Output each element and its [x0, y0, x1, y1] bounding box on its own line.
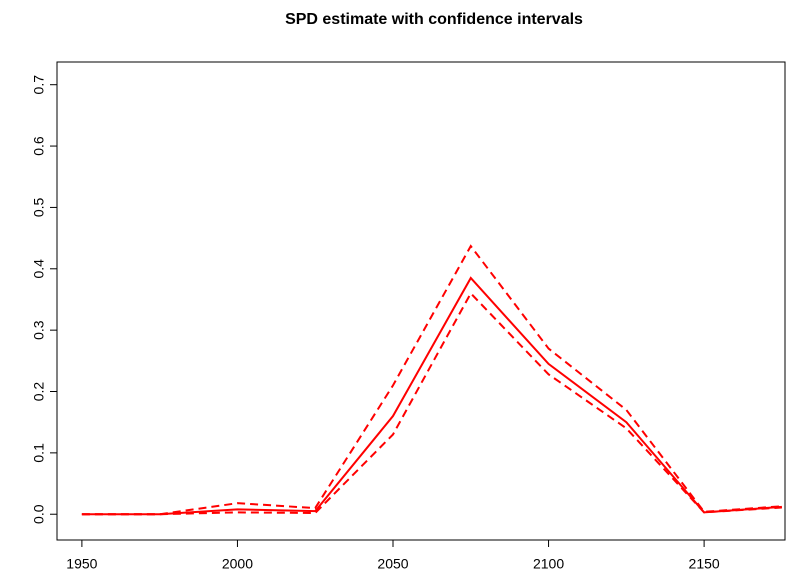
x-tick-label: 2150 — [689, 556, 720, 572]
y-tick-label: 0.4 — [31, 259, 47, 279]
y-tick-label: 0.5 — [31, 197, 47, 217]
y-tick-label: 0.7 — [31, 75, 47, 95]
chart-title: SPD estimate with confidence intervals — [285, 11, 583, 28]
series-line — [81, 276, 782, 516]
x-tick-label: 1950 — [66, 556, 97, 572]
x-tick-label: 2050 — [377, 556, 408, 572]
y-tick-label: 0.2 — [31, 382, 47, 402]
y-tick-label: 0.3 — [31, 320, 47, 340]
x-tick-label: 2000 — [222, 556, 253, 572]
y-tick-label: 0.0 — [31, 504, 47, 524]
y-tick-label: 0.6 — [31, 136, 47, 156]
series-line — [81, 244, 782, 516]
x-tick-label: 2100 — [533, 556, 564, 572]
y-tick-label: 0.1 — [31, 443, 47, 463]
series-line — [81, 291, 782, 516]
plot-box — [56, 61, 786, 541]
